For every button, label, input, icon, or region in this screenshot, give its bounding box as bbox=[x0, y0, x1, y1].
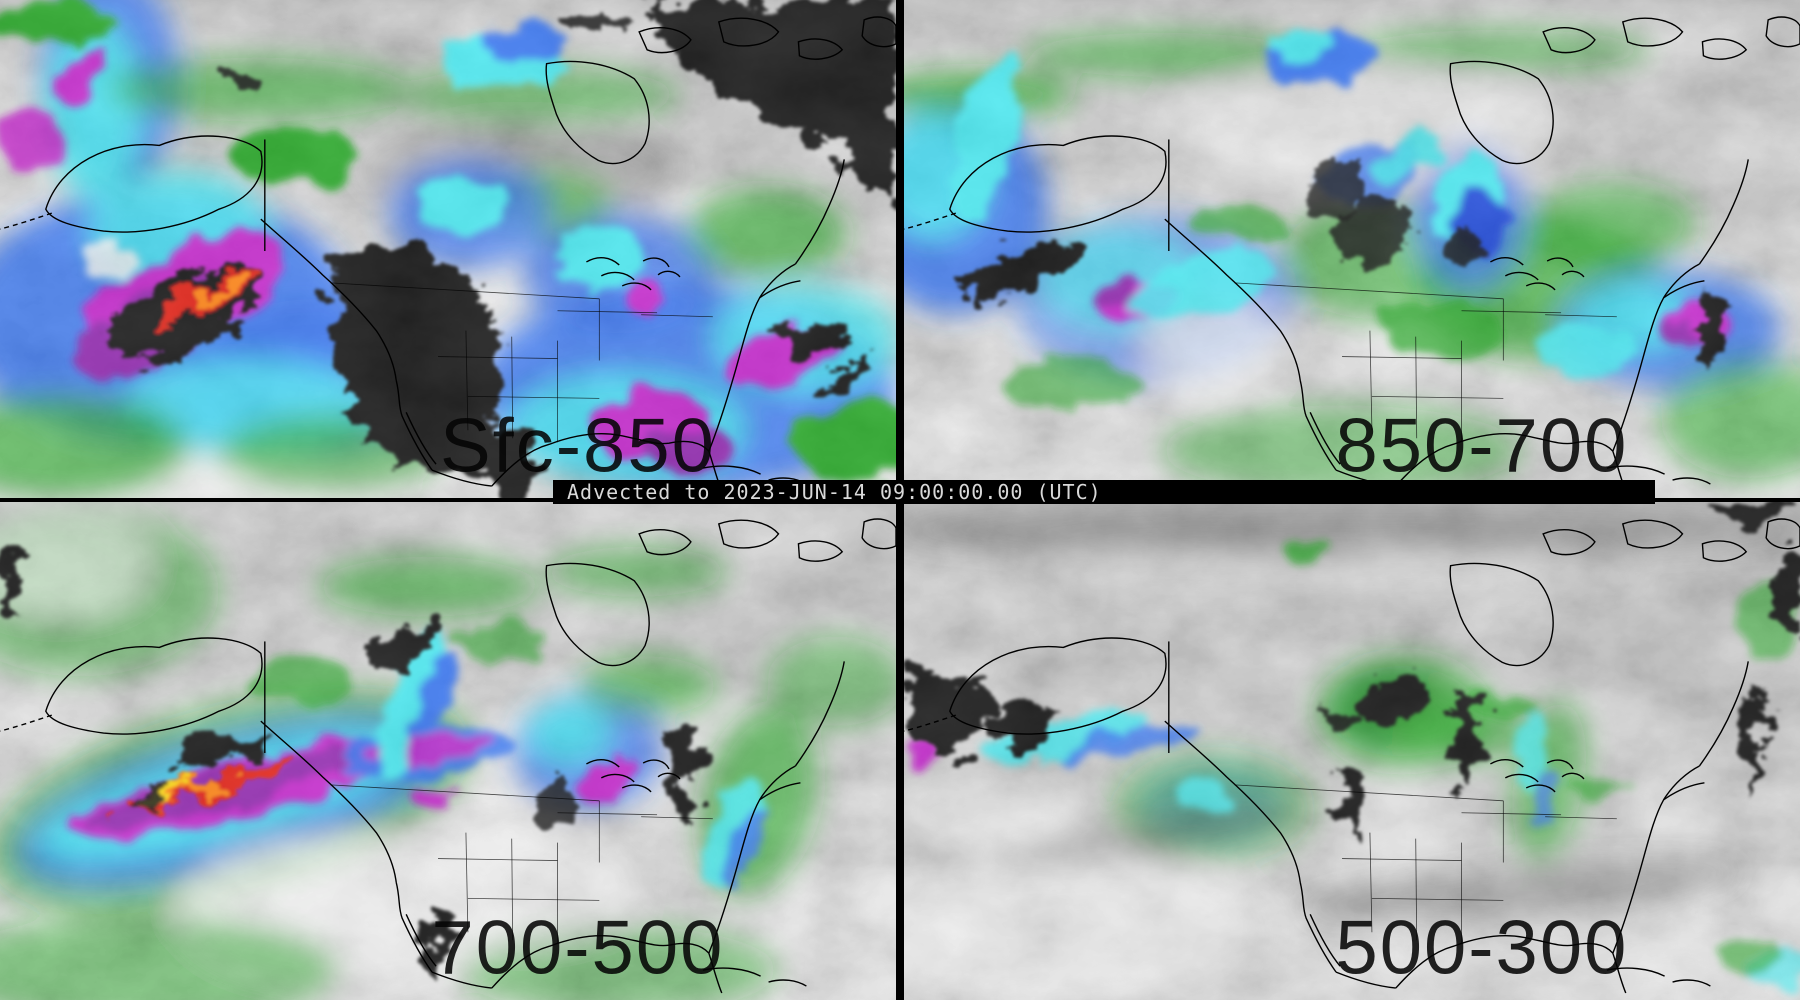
wv-map-500-300 bbox=[904, 502, 1800, 1000]
wv-map-700-500 bbox=[0, 502, 896, 1000]
panel-500-300: 500-300 bbox=[904, 502, 1800, 1000]
panel-sfc-850: Sfc-850 bbox=[0, 0, 896, 498]
wv-map-850-700 bbox=[904, 0, 1800, 498]
timestamp-text: Advected to 2023-JUN-14 09:00:00.00 (UTC… bbox=[567, 480, 1102, 504]
wv-map-sfc-850 bbox=[0, 0, 896, 498]
panel-700-500: 700-500 bbox=[0, 502, 896, 1000]
timestamp-bar: Advected to 2023-JUN-14 09:00:00.00 (UTC… bbox=[553, 480, 1655, 504]
panel-850-700: 850-700 bbox=[904, 0, 1800, 498]
